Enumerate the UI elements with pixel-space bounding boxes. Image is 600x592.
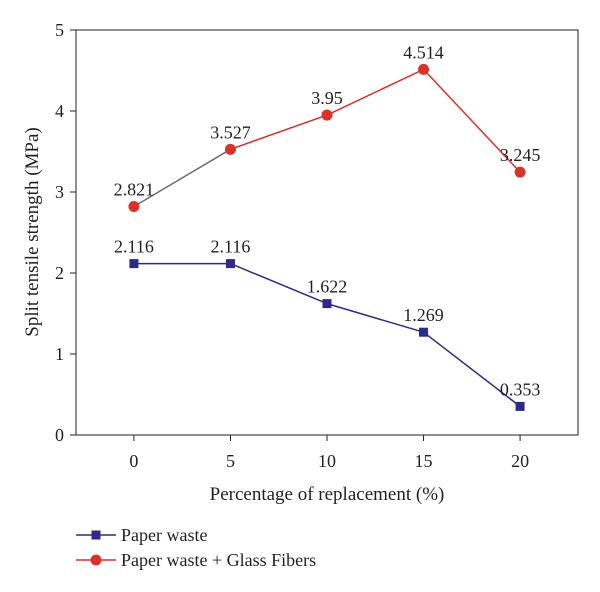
series-line-segment-paper-waste bbox=[423, 331, 521, 408]
y-tick-label: 4 bbox=[55, 101, 64, 121]
data-point-paper-waste bbox=[129, 259, 139, 269]
series-line-segment-paper-waste-glass-fibers bbox=[326, 68, 424, 116]
series-markers bbox=[128, 63, 526, 411]
data-label-paper-waste: 2.116 bbox=[211, 237, 251, 257]
y-tick-label: 0 bbox=[55, 425, 64, 445]
y-tick-label: 2 bbox=[55, 263, 64, 283]
data-label-paper-waste: 2.116 bbox=[114, 237, 154, 257]
legend-label-paper-waste: Paper waste bbox=[121, 525, 207, 545]
legend: Paper waste Paper waste + Glass Fibers bbox=[76, 525, 316, 570]
x-tick-label: 15 bbox=[415, 451, 433, 471]
x-tick-label: 20 bbox=[511, 451, 529, 471]
y-tick-label: 5 bbox=[55, 20, 64, 40]
y-tick-label: 3 bbox=[55, 182, 64, 202]
x-tick-label: 10 bbox=[318, 451, 336, 471]
series-line-segment-paper-waste-glass-fibers bbox=[230, 114, 328, 151]
data-labels: 2.116 2.116 1.622 1.269 0.353 2.821 3.527 3.95 4… bbox=[114, 42, 541, 399]
series-line-segment-paper-waste bbox=[230, 262, 328, 305]
legend-label-paper-waste-glass-fibers: Paper waste + Glass Fibers bbox=[121, 550, 316, 570]
series-line-segment-paper-waste-glass-fibers bbox=[133, 148, 231, 208]
data-label-paper-waste-glass-fibers: 4.514 bbox=[403, 42, 444, 62]
y-axis-ticks: 0 1 2 3 4 5 bbox=[55, 20, 76, 445]
data-label-paper-waste-glass-fibers: 3.245 bbox=[500, 145, 541, 165]
data-label-paper-waste: 0.353 bbox=[500, 379, 541, 399]
data-point-paper-waste-glass-fibers bbox=[128, 200, 140, 212]
data-label-paper-waste: 1.269 bbox=[403, 305, 444, 325]
x-axis-label: Percentage of replacement (%) bbox=[210, 484, 445, 505]
series-line-segment-paper-waste-glass-fibers bbox=[422, 68, 521, 173]
data-label-paper-waste-glass-fibers: 3.95 bbox=[311, 88, 343, 108]
series-line-segment-paper-waste bbox=[326, 302, 424, 333]
legend-item-paper-waste: Paper waste bbox=[76, 525, 207, 545]
data-label-paper-waste-glass-fibers: 2.821 bbox=[114, 179, 155, 199]
data-point-paper-waste bbox=[515, 401, 525, 411]
data-point-paper-waste bbox=[225, 259, 235, 269]
data-point-paper-waste bbox=[419, 327, 429, 337]
legend-item-paper-waste-glass-fibers: Paper waste + Glass Fibers bbox=[76, 550, 316, 570]
x-axis-ticks: 0 5 10 15 20 bbox=[129, 435, 529, 471]
x-tick-label: 0 bbox=[129, 451, 138, 471]
data-point-paper-waste-glass-fibers bbox=[321, 109, 333, 121]
data-label-paper-waste-glass-fibers: 3.527 bbox=[210, 122, 251, 142]
legend-marker-circle bbox=[90, 554, 102, 566]
series-lines bbox=[133, 68, 521, 408]
data-point-paper-waste bbox=[322, 299, 332, 309]
data-point-paper-waste-glass-fibers bbox=[224, 143, 236, 155]
y-axis-label: Split tensile strength (MPa) bbox=[22, 127, 43, 337]
data-point-paper-waste-glass-fibers bbox=[514, 166, 526, 178]
y-tick-label: 1 bbox=[55, 344, 64, 364]
data-label-paper-waste: 1.622 bbox=[307, 277, 348, 297]
x-tick-label: 5 bbox=[226, 451, 235, 471]
data-point-paper-waste-glass-fibers bbox=[418, 63, 430, 75]
legend-marker-square bbox=[91, 530, 101, 540]
